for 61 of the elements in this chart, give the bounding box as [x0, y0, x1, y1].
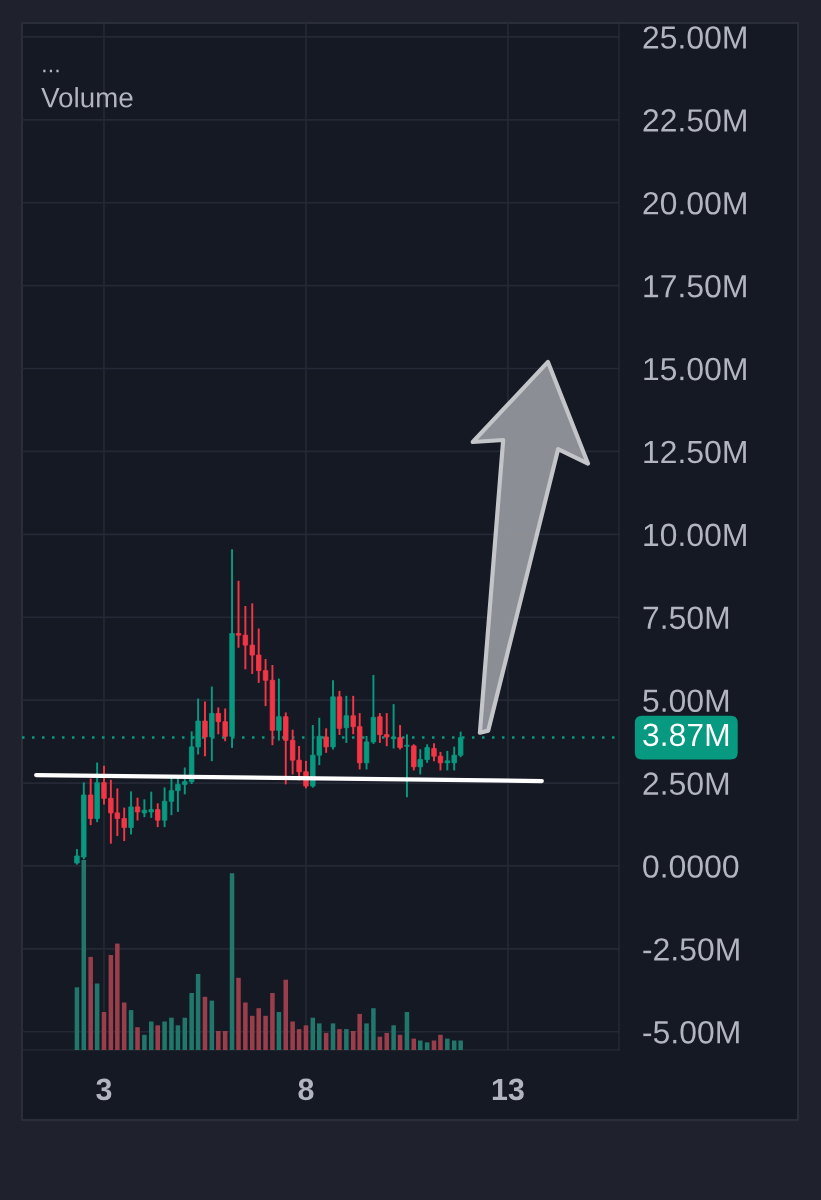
y-tick-label: 12.50M: [644, 440, 746, 464]
bar: [424, 1042, 430, 1050]
bar: [371, 1008, 376, 1050]
bar: [270, 993, 275, 1050]
bar: [216, 1031, 221, 1050]
x-tick-label: 13: [492, 1078, 524, 1101]
y-tick-label: 20.00M: [643, 192, 746, 215]
y-tick-label: 22.50M: [643, 109, 746, 132]
bar: [364, 1023, 369, 1050]
bar: [148, 1021, 154, 1050]
candlestick: [161, 787, 168, 828]
bar: [418, 1040, 423, 1050]
annotation: ...: [43, 69, 59, 73]
y-tick-label: 0.0000: [643, 855, 739, 878]
bar: [357, 1013, 362, 1050]
bar: [88, 956, 93, 1050]
bar: [135, 1027, 140, 1050]
y-tick-label: 25.00M: [643, 26, 746, 49]
ref-line-label: 3.87M: [643, 723, 729, 747]
y-tick-label: 10.00M: [644, 523, 746, 547]
bar: [189, 993, 194, 1050]
bar: [115, 943, 120, 1050]
bar: [330, 1023, 336, 1050]
y-tick-label: 2.50M: [643, 772, 729, 795]
candlestick: [411, 744, 417, 771]
bar: [384, 1032, 390, 1050]
bar: [344, 1029, 349, 1050]
bar: [317, 1023, 322, 1050]
bar: [236, 977, 241, 1050]
y-tick-label: -5.00M: [643, 1021, 739, 1044]
bar: [142, 1034, 147, 1050]
candlestick: [404, 734, 410, 798]
candlestick: [397, 725, 403, 750]
y-tick-label: 7.50M: [643, 606, 729, 630]
bar: [290, 1021, 295, 1050]
x-tick-label: 8: [298, 1078, 314, 1101]
candlestick: [202, 701, 208, 757]
bar: [445, 1038, 450, 1050]
bar: [243, 1002, 248, 1050]
x-tick-label: 3: [96, 1078, 112, 1101]
candlestick: [128, 791, 134, 835]
y-tick-label: -2.50M: [643, 938, 739, 961]
candlestick: [276, 678, 282, 741]
bar: [391, 1025, 396, 1050]
bar: [162, 1021, 167, 1050]
candlestick: [155, 803, 161, 828]
candlestick: [390, 704, 397, 749]
chart-title: Volume: [41, 87, 133, 108]
y-tick-label: 15.00M: [644, 357, 746, 381]
bar: [155, 1025, 160, 1050]
bar: [438, 1034, 443, 1050]
y-tick-label: 5.00M: [643, 689, 729, 713]
candlestick: [134, 797, 141, 821]
candlestick: [323, 728, 329, 753]
bar: [256, 1008, 261, 1050]
y-tick-label: 17.50M: [644, 274, 746, 298]
bar: [169, 1017, 174, 1050]
bar: [458, 1040, 463, 1050]
bar: [337, 1029, 342, 1050]
bar: [263, 1015, 268, 1050]
candlestick: [87, 778, 94, 826]
